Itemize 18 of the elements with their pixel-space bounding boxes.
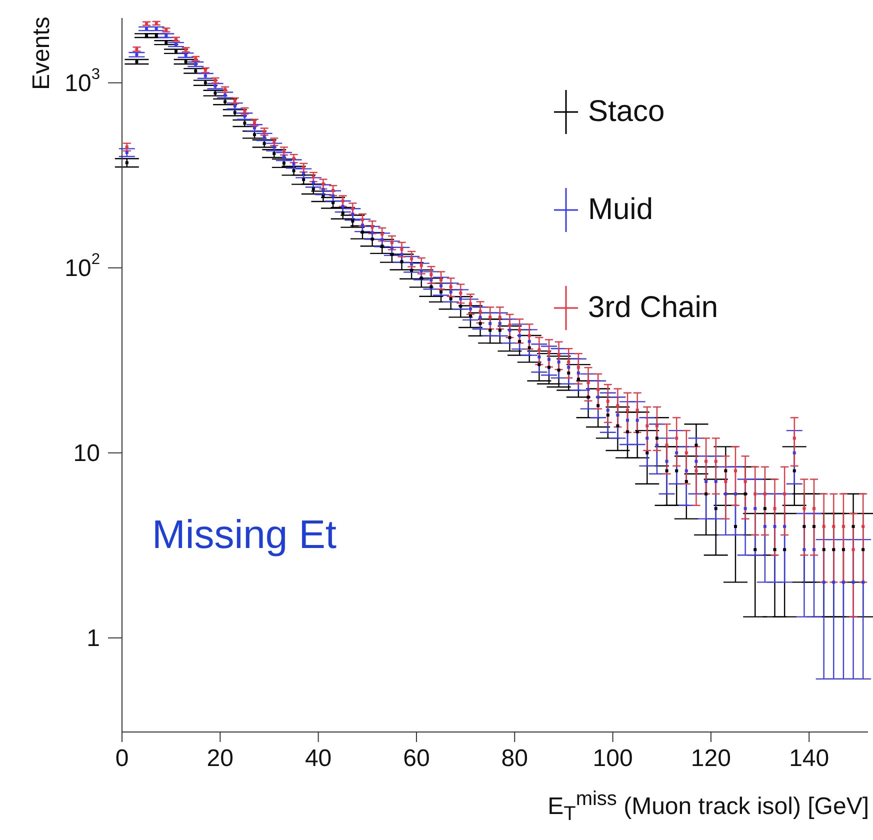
- y-tick-label: 10$^{2}$: [64, 250, 100, 282]
- x-tick-label: 60: [403, 745, 430, 772]
- x-tick-label: 120: [690, 745, 731, 772]
- x-axis-title: E$_{T}$$^{miss}$ (Muon track isol) [GeV]: [548, 788, 869, 826]
- x-tick-label: 140: [789, 745, 830, 772]
- annotation: Missing Et: [152, 513, 336, 558]
- y-tick-label: 10: [73, 439, 100, 466]
- y-tick-label: 1: [86, 624, 100, 652]
- x-tick-label: 20: [206, 745, 234, 772]
- x-tick-label: 40: [304, 745, 332, 772]
- legend-label: Staco: [588, 95, 665, 129]
- legend-label: 3rd Chain: [588, 291, 718, 325]
- x-tick-label: 100: [592, 745, 633, 772]
- legend-label: Muid: [588, 193, 654, 227]
- x-tick-label: 0: [115, 745, 129, 772]
- y-tick-label: 10$^{3}$: [64, 66, 100, 96]
- y-axis-title: Events: [28, 16, 56, 90]
- x-tick-label: 80: [501, 745, 528, 772]
